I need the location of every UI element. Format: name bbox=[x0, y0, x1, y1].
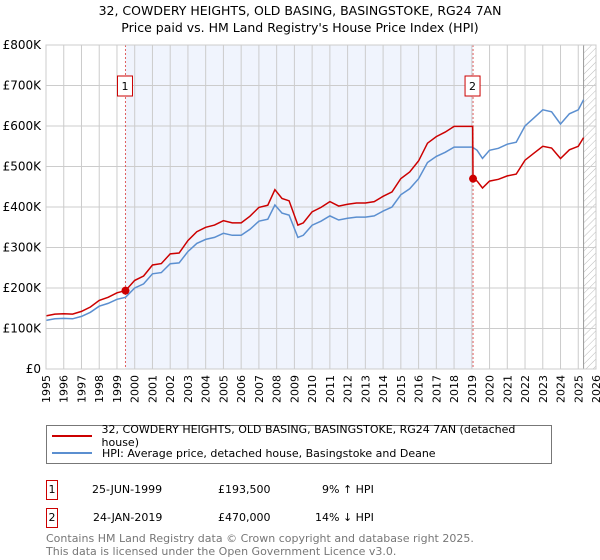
x-tick-label: 2025 bbox=[572, 375, 585, 403]
x-tick-label: 2008 bbox=[271, 375, 284, 403]
sale-label: 2 bbox=[469, 80, 476, 93]
sale-hpi-delta: 14% ↓ HPI bbox=[315, 511, 374, 524]
y-tick-label: £400K bbox=[3, 200, 43, 214]
y-tick-label: £700K bbox=[3, 79, 43, 93]
sale-point bbox=[469, 174, 478, 183]
sale-date: 24-JAN-2019 bbox=[93, 511, 163, 524]
x-tick-label: 1998 bbox=[93, 375, 106, 403]
x-tick-label: 2002 bbox=[164, 375, 177, 403]
x-tick-label: 2023 bbox=[537, 375, 550, 403]
x-tick-label: 2000 bbox=[129, 375, 142, 403]
footer: Contains HM Land Registry data © Crown c… bbox=[46, 532, 474, 558]
y-tick-label: £600K bbox=[3, 119, 43, 133]
x-tick-label: 2024 bbox=[555, 375, 568, 403]
x-tick-label: 2001 bbox=[146, 375, 159, 403]
footer-licence: This data is licensed under the Open Gov… bbox=[46, 545, 397, 558]
x-tick-label: 2005 bbox=[217, 375, 230, 403]
legend-label: HPI: Average price, detached house, Basi… bbox=[102, 446, 436, 460]
x-tick-label: 2021 bbox=[501, 375, 514, 403]
x-tick-label: 2004 bbox=[200, 375, 213, 403]
y-tick-label: £0 bbox=[26, 362, 41, 376]
table-row: 2 24-JAN-2019 £470,000 14% ↓ HPI bbox=[46, 508, 546, 528]
x-tick-label: 1997 bbox=[75, 375, 88, 403]
x-tick-label: 2011 bbox=[324, 375, 337, 403]
x-tick-label: 1999 bbox=[111, 375, 124, 403]
sale-hpi-delta: 9% ↑ HPI bbox=[322, 483, 374, 496]
y-tick-label: £100K bbox=[3, 322, 43, 336]
legend-item-hpi: HPI: Average price, detached house, Basi… bbox=[52, 445, 436, 461]
sale-price: £193,500 bbox=[218, 483, 271, 496]
x-tick-label: 2020 bbox=[484, 375, 497, 403]
x-tick-label: 2014 bbox=[377, 375, 390, 403]
x-tick-label: 2006 bbox=[235, 375, 248, 403]
sale-date: 25-JUN-1999 bbox=[92, 483, 163, 496]
x-tick-label: 2019 bbox=[466, 375, 479, 403]
sale-label: 1 bbox=[121, 80, 128, 93]
legend-label: 32, COWDERY HEIGHTS, OLD BASING, BASINGS… bbox=[101, 423, 516, 449]
table-row: 1 25-JUN-1999 £193,500 9% ↑ HPI bbox=[46, 480, 546, 500]
x-tick-label: 2009 bbox=[288, 375, 301, 403]
chart-subtitle: Price paid vs. HM Land Registry's House … bbox=[121, 20, 479, 35]
x-tick-label: 2022 bbox=[519, 375, 532, 403]
x-tick-label: 2018 bbox=[448, 375, 461, 403]
y-tick-label: £500K bbox=[3, 160, 43, 174]
x-tick-label: 2013 bbox=[359, 375, 372, 403]
hpi-line bbox=[45, 99, 585, 322]
x-tick-label: 2012 bbox=[342, 375, 355, 403]
legend-swatch-red bbox=[52, 435, 92, 437]
sale-price: £470,000 bbox=[218, 511, 271, 524]
x-tick-label: 2010 bbox=[306, 375, 319, 403]
legend: 32, COWDERY HEIGHTS, OLD BASING, BASINGS… bbox=[46, 423, 552, 464]
x-tick-label: 2003 bbox=[182, 375, 195, 403]
x-tick-label: 2015 bbox=[395, 375, 408, 403]
property-price-line bbox=[45, 125, 585, 317]
y-tick-label: £800K bbox=[3, 38, 43, 52]
legend-item-property: 32, COWDERY HEIGHTS, OLD BASING, BASINGS… bbox=[52, 423, 551, 449]
y-tick-label: £200K bbox=[3, 281, 43, 295]
sale-label-box bbox=[464, 75, 481, 97]
footer-copyright: Contains HM Land Registry data © Crown c… bbox=[46, 532, 474, 545]
y-tick-label: £300K bbox=[3, 241, 43, 255]
chart-title: 32, COWDERY HEIGHTS, OLD BASING, BASINGS… bbox=[98, 3, 502, 18]
plot-border bbox=[45, 44, 597, 370]
x-tick-label: 1995 bbox=[40, 375, 53, 403]
x-tick-label: 2016 bbox=[413, 375, 426, 403]
price-chart: £0 £100K £200K £300K £400K £500K £600K £700K £80… bbox=[3, 38, 600, 403]
x-tick-label: 2017 bbox=[430, 375, 443, 403]
x-tick-label: 2026 bbox=[590, 375, 600, 403]
x-tick-label: 2007 bbox=[253, 375, 266, 403]
sale-point bbox=[121, 286, 130, 295]
sale-badge: 1 bbox=[46, 480, 58, 500]
sale-label-box bbox=[116, 75, 133, 97]
sale-badge: 2 bbox=[46, 508, 58, 528]
legend-swatch-blue bbox=[52, 452, 92, 454]
x-tick-label: 1996 bbox=[58, 375, 71, 403]
